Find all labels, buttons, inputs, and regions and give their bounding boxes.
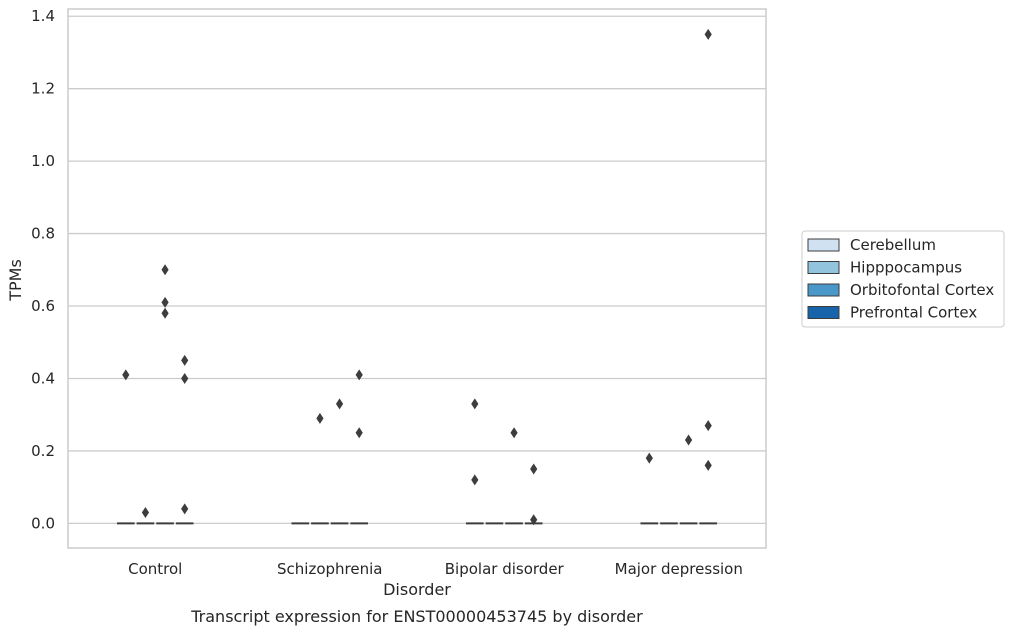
outlier-point [684, 434, 693, 446]
outlier-point [122, 369, 130, 381]
legend-label: Cerebellum [850, 236, 936, 254]
legend-label: Prefrontal Cortex [850, 304, 977, 322]
y-gridlines [68, 15, 766, 525]
x-tick-label: Schizophrenia [277, 560, 382, 578]
outlier-point [355, 427, 363, 439]
y-tick-label: 0.8 [31, 225, 55, 243]
plot-frame [67, 8, 767, 549]
outlier-point [161, 264, 169, 276]
outlier-point [181, 354, 189, 366]
outlier-point [161, 296, 169, 308]
x-axis-label: Disorder [383, 580, 451, 599]
outlier-point [510, 427, 518, 439]
y-tick-label: 0.6 [31, 297, 55, 315]
legend-label: Hipppocampus [850, 259, 962, 277]
outlier-point [645, 452, 653, 464]
y-tick-labels: 0.0 0.2 0.4 0.6 0.8 1.0 1.2 1.4 [31, 7, 55, 532]
x-tick-label: Major depression [615, 560, 743, 578]
y-tick-label: 1.0 [31, 152, 55, 170]
legend: Cerebellum Hipppocampus Orbitofontal Corte… [801, 230, 1005, 328]
outlier-point [530, 463, 538, 475]
legend-label: Orbitofontal Cortex [850, 281, 994, 299]
outlier-point [704, 420, 712, 432]
legend-swatch [807, 261, 840, 274]
outlier-point [161, 307, 169, 319]
y-tick-label: 0.2 [31, 442, 55, 460]
chart-caption: Transcript expression for ENST0000045374… [190, 607, 643, 626]
outlier-point [181, 372, 189, 384]
outlier-point [355, 369, 363, 381]
outlier-point [316, 412, 324, 424]
outlier-point [181, 503, 189, 515]
outlier-point [530, 514, 538, 526]
x-tick-labels: Control Schizophrenia Bipolar disorder Majo… [128, 560, 743, 578]
outlier-point [141, 507, 150, 519]
y-tick-label: 1.2 [31, 80, 55, 98]
outlier-point [471, 398, 479, 410]
x-tick-label: Control [128, 560, 182, 578]
y-tick-label: 0.4 [31, 369, 55, 387]
y-tick-label: 1.4 [31, 7, 55, 25]
legend-swatch [807, 238, 840, 252]
legend-swatch [807, 283, 840, 297]
x-tick-label: Bipolar disorder [445, 560, 565, 578]
legend-swatch [807, 306, 840, 319]
outlier-point [704, 459, 712, 471]
legend-frame [801, 230, 1005, 328]
outlier-point [471, 474, 479, 486]
y-axis-label: TPMs [6, 259, 25, 302]
y-tick-label: 0.0 [31, 514, 55, 532]
outlier-point [335, 398, 344, 410]
outlier-points [122, 28, 712, 526]
outlier-point [704, 28, 712, 40]
